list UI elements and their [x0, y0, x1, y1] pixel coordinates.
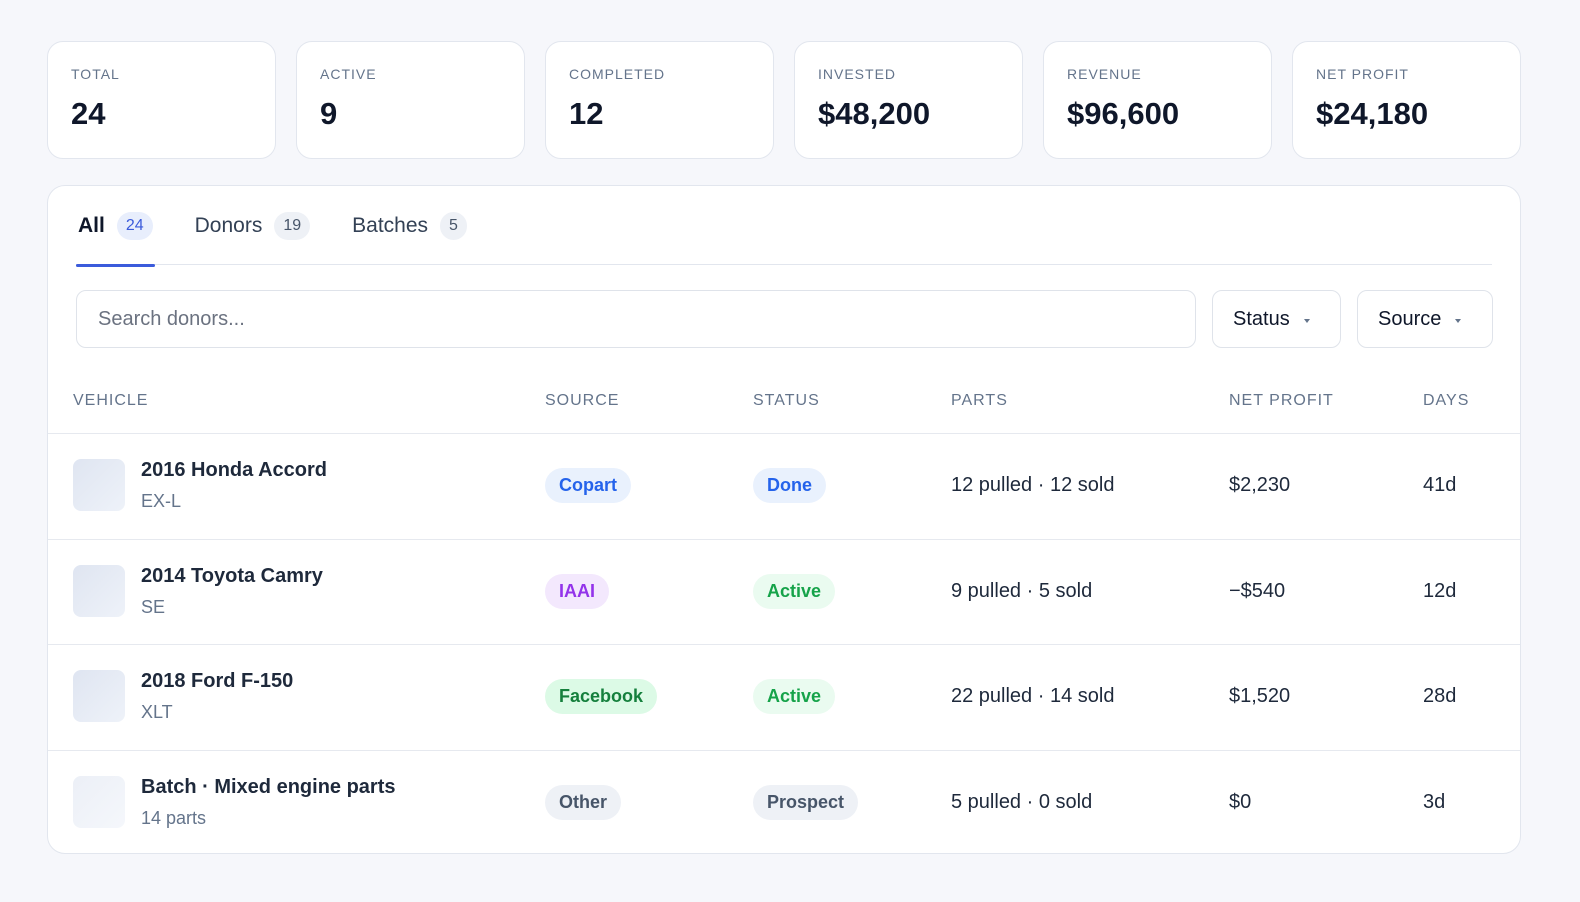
caret-icon: [1303, 319, 1310, 323]
tabs: All 24 Donors 19 Batches 5: [76, 186, 1492, 267]
caret-icon: [1455, 319, 1462, 323]
stat-label: ACTIVE: [320, 66, 377, 82]
stat-label: REVENUE: [1067, 66, 1142, 82]
source-badge: IAAI: [545, 573, 609, 609]
thumbnail: [73, 670, 125, 722]
stat-value: $24,180: [1316, 96, 1429, 131]
thumbnail: [73, 564, 125, 617]
stat-card: ACTIVE 9: [296, 41, 525, 159]
stat-card: COMPLETED 12: [545, 41, 774, 159]
source-badge: Facebook: [545, 679, 658, 714]
tab-label: All: [78, 213, 105, 237]
days-cell: 12d: [1423, 579, 1457, 602]
stat-value: 12: [569, 96, 604, 131]
donor-panel: All 24 Donors 19 Batches 5 Search donors... S…: [47, 185, 1521, 854]
filter-label: Source: [1378, 307, 1442, 330]
column-header: SOURCE: [545, 392, 620, 409]
stat-value: $48,200: [818, 96, 931, 131]
table-row[interactable]: Batch · Mixed engine parts 14 parts Other P…: [48, 749, 1520, 854]
stat-label: INVESTED: [818, 66, 897, 82]
stats-row: TOTAL 24 ACTIVE 9 COMPLETED 12 INVESTED $48,200…: [47, 41, 1521, 159]
search-input[interactable]: Search donors...: [76, 290, 1196, 348]
table-row[interactable]: 2018 Ford F-150 XLT Facebook Active 22 pulle…: [48, 644, 1520, 750]
column-header: NET PROFIT: [1229, 392, 1334, 409]
stat-value: 9: [320, 96, 338, 131]
thumbnail: [73, 459, 125, 511]
tab[interactable]: Donors 19: [193, 186, 313, 265]
filter-dropdown[interactable]: Source: [1357, 290, 1493, 348]
vehicle-subtitle: SE: [141, 596, 166, 617]
net-profit-cell: −$540: [1229, 579, 1286, 602]
days-cell: 28d: [1423, 685, 1457, 707]
column-header: VEHICLE: [73, 392, 149, 409]
vehicle-subtitle: EX-L: [141, 491, 182, 511]
filter-dropdown[interactable]: Status: [1212, 290, 1341, 348]
column-header: PARTS: [951, 392, 1008, 409]
stat-card: TOTAL 24: [47, 41, 276, 159]
stat-card: REVENUE $96,600: [1043, 41, 1272, 159]
column-header: STATUS: [753, 392, 820, 409]
status-badge: Active: [753, 573, 836, 609]
filter-label: Status: [1233, 307, 1290, 330]
table-row[interactable]: 2016 Honda Accord EX-L Copart Done 12 pulled…: [48, 433, 1520, 539]
stat-value: $96,600: [1067, 96, 1180, 131]
column-header: DAYS: [1423, 392, 1470, 409]
tab-count: 19: [274, 211, 311, 240]
parts-cell: 9 pulled · 5 sold: [951, 579, 1093, 602]
stat-label: NET PROFIT: [1316, 66, 1409, 82]
tab[interactable]: All 24: [76, 186, 155, 267]
days-cell: 41d: [1423, 474, 1457, 496]
tab-label: Batches: [352, 213, 429, 237]
vehicle-title: 2014 Toyota Camry: [141, 564, 323, 587]
table-row[interactable]: 2014 Toyota Camry SE IAAI Active 9 pulled · …: [48, 538, 1520, 645]
stat-label: TOTAL: [71, 66, 120, 82]
tab-count: 24: [116, 211, 153, 240]
tab[interactable]: Batches 5: [350, 186, 469, 265]
stat-card: INVESTED $48,200: [794, 41, 1023, 159]
status-badge: Active: [753, 679, 836, 714]
source-badge: Copart: [545, 468, 631, 503]
days-cell: 3d: [1423, 790, 1446, 813]
parts-cell: 5 pulled · 0 sold: [951, 790, 1093, 813]
vehicle-title: 2018 Ford F-150: [141, 670, 294, 692]
net-profit-cell: $2,230: [1229, 474, 1291, 496]
status-badge: Done: [753, 468, 826, 503]
stat-label: COMPLETED: [569, 66, 666, 82]
tab-label: Donors: [194, 213, 263, 237]
vehicle-title: Batch · Mixed engine parts: [141, 775, 396, 798]
net-profit-cell: $1,520: [1229, 685, 1291, 707]
vehicle-subtitle: XLT: [141, 702, 173, 722]
vehicle-subtitle: 14 parts: [141, 807, 207, 828]
parts-cell: 12 pulled · 12 sold: [951, 474, 1115, 496]
parts-cell: 22 pulled · 14 sold: [951, 685, 1115, 707]
source-badge: Other: [545, 784, 622, 820]
thumbnail: [73, 775, 125, 828]
stat-card: NET PROFIT $24,180: [1292, 41, 1521, 159]
status-badge: Prospect: [753, 784, 859, 820]
tab-count: 5: [440, 211, 467, 240]
net-profit-cell: $0: [1229, 790, 1252, 813]
stat-value: 24: [71, 96, 106, 131]
vehicle-title: 2016 Honda Accord: [141, 459, 327, 481]
